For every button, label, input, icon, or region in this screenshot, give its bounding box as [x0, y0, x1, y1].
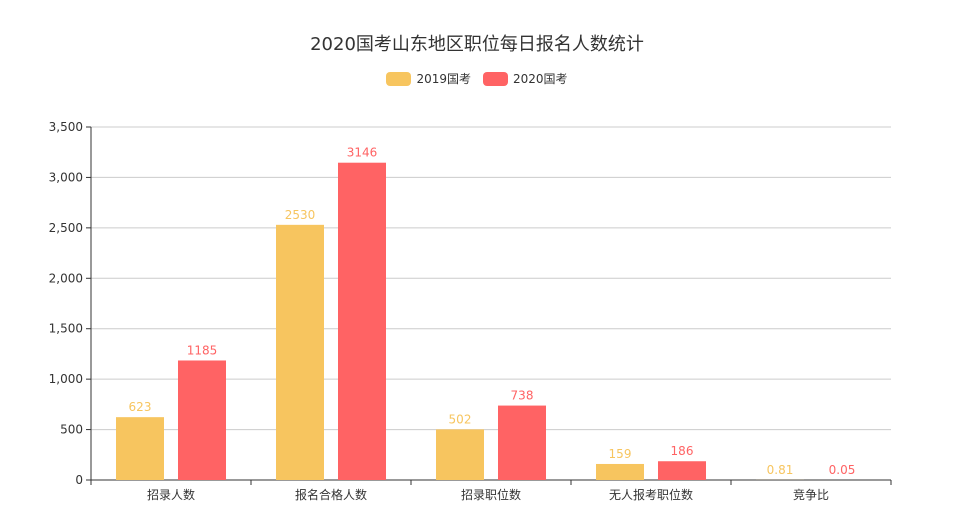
y-tick-label: 3,500	[49, 120, 83, 134]
data-label: 738	[511, 389, 534, 403]
data-label: 186	[671, 444, 694, 458]
bar-2020国考	[498, 405, 546, 480]
bar-2020国考	[658, 461, 706, 480]
x-tick-label: 招录人数	[147, 487, 195, 502]
bar-2020国考	[178, 360, 226, 480]
legend-swatch-2020	[483, 71, 508, 86]
data-label: 0.81	[767, 463, 794, 477]
data-label: 1185	[187, 343, 218, 357]
y-tick-label: 0	[75, 473, 83, 487]
x-tick-label: 招录职位数	[461, 487, 521, 502]
data-label: 3146	[347, 146, 378, 160]
bar-2019国考	[596, 463, 644, 480]
y-tick-label: 1,500	[49, 322, 83, 336]
legend-item-2019[interactable]: 2019国考	[386, 70, 471, 87]
data-label: 2530	[285, 208, 316, 222]
data-label: 159	[609, 447, 632, 461]
x-tick-label: 无人报考职位数	[609, 487, 693, 502]
x-tick-label: 报名合格人数	[295, 487, 367, 502]
legend: 2019国考 2020国考	[0, 70, 954, 87]
legend-item-2020[interactable]: 2020国考	[483, 70, 568, 87]
bar-2020国考	[338, 162, 386, 480]
x-tick-label: 竞争比	[793, 488, 829, 502]
legend-label-2019: 2019国考	[416, 72, 471, 86]
y-tick-label: 500	[60, 423, 83, 437]
chart-title: 2020国考山东地区职位每日报名人数统计	[310, 34, 644, 55]
data-label: 0.05	[829, 463, 856, 477]
bar-2019国考	[276, 224, 324, 480]
data-label: 623	[129, 400, 152, 414]
y-tick-label: 1,000	[49, 372, 83, 386]
y-tick-label: 3,000	[49, 170, 83, 184]
y-tick-label: 2,500	[49, 221, 83, 235]
bar-2019国考	[116, 417, 164, 480]
bar-2019国考	[436, 429, 484, 480]
legend-label-2020: 2020国考	[513, 72, 568, 86]
y-tick-label: 2,000	[49, 271, 83, 285]
data-label: 502	[449, 412, 472, 426]
legend-swatch-2019	[386, 71, 412, 86]
